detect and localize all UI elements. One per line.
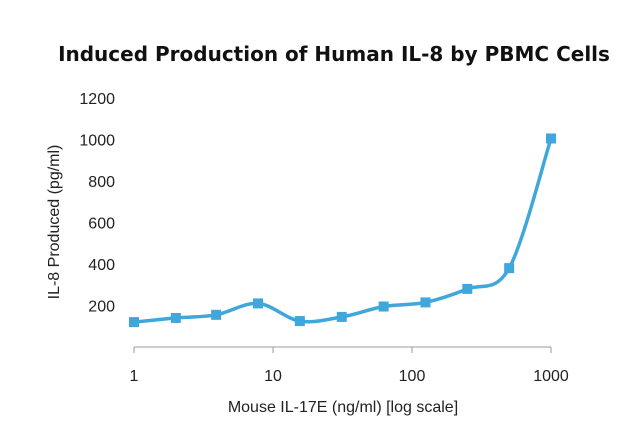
x-tick-label: 100: [399, 368, 426, 385]
y-tick-label: 1000: [79, 133, 115, 150]
x-tick-label: 1000: [533, 368, 569, 385]
data-point: [170, 312, 181, 323]
data-point: [129, 317, 139, 328]
data-point: [336, 311, 347, 322]
y-tick-label: 600: [88, 216, 115, 233]
x-tick-label: 10: [264, 368, 282, 385]
series-line: [132, 136, 553, 324]
x-axis-ticks: 1 10 100 1000: [130, 347, 569, 385]
y-tick-label: 1200: [79, 91, 115, 108]
data-point: [211, 309, 222, 320]
data-point: [294, 316, 305, 327]
data-point: [253, 298, 264, 309]
data-point: [420, 297, 431, 308]
y-axis-label: IL-8 Produced (pg/ml): [46, 145, 63, 300]
data-point: [462, 283, 473, 294]
chart-title: Induced Production of Human IL-8 by PBMC…: [58, 42, 610, 66]
data-point: [546, 133, 556, 144]
x-axis-label: Mouse IL-17E (ng/ml) [log scale]: [228, 399, 458, 416]
y-tick-label: 800: [88, 174, 115, 191]
y-axis-ticks: 200 400 600 800 1000 1200: [79, 91, 115, 316]
data-point: [504, 263, 515, 274]
data-markers: [129, 133, 556, 328]
x-tick-label: 1: [130, 368, 139, 385]
y-tick-label: 400: [88, 257, 115, 274]
data-point: [378, 301, 389, 312]
y-tick-label: 200: [88, 299, 115, 316]
